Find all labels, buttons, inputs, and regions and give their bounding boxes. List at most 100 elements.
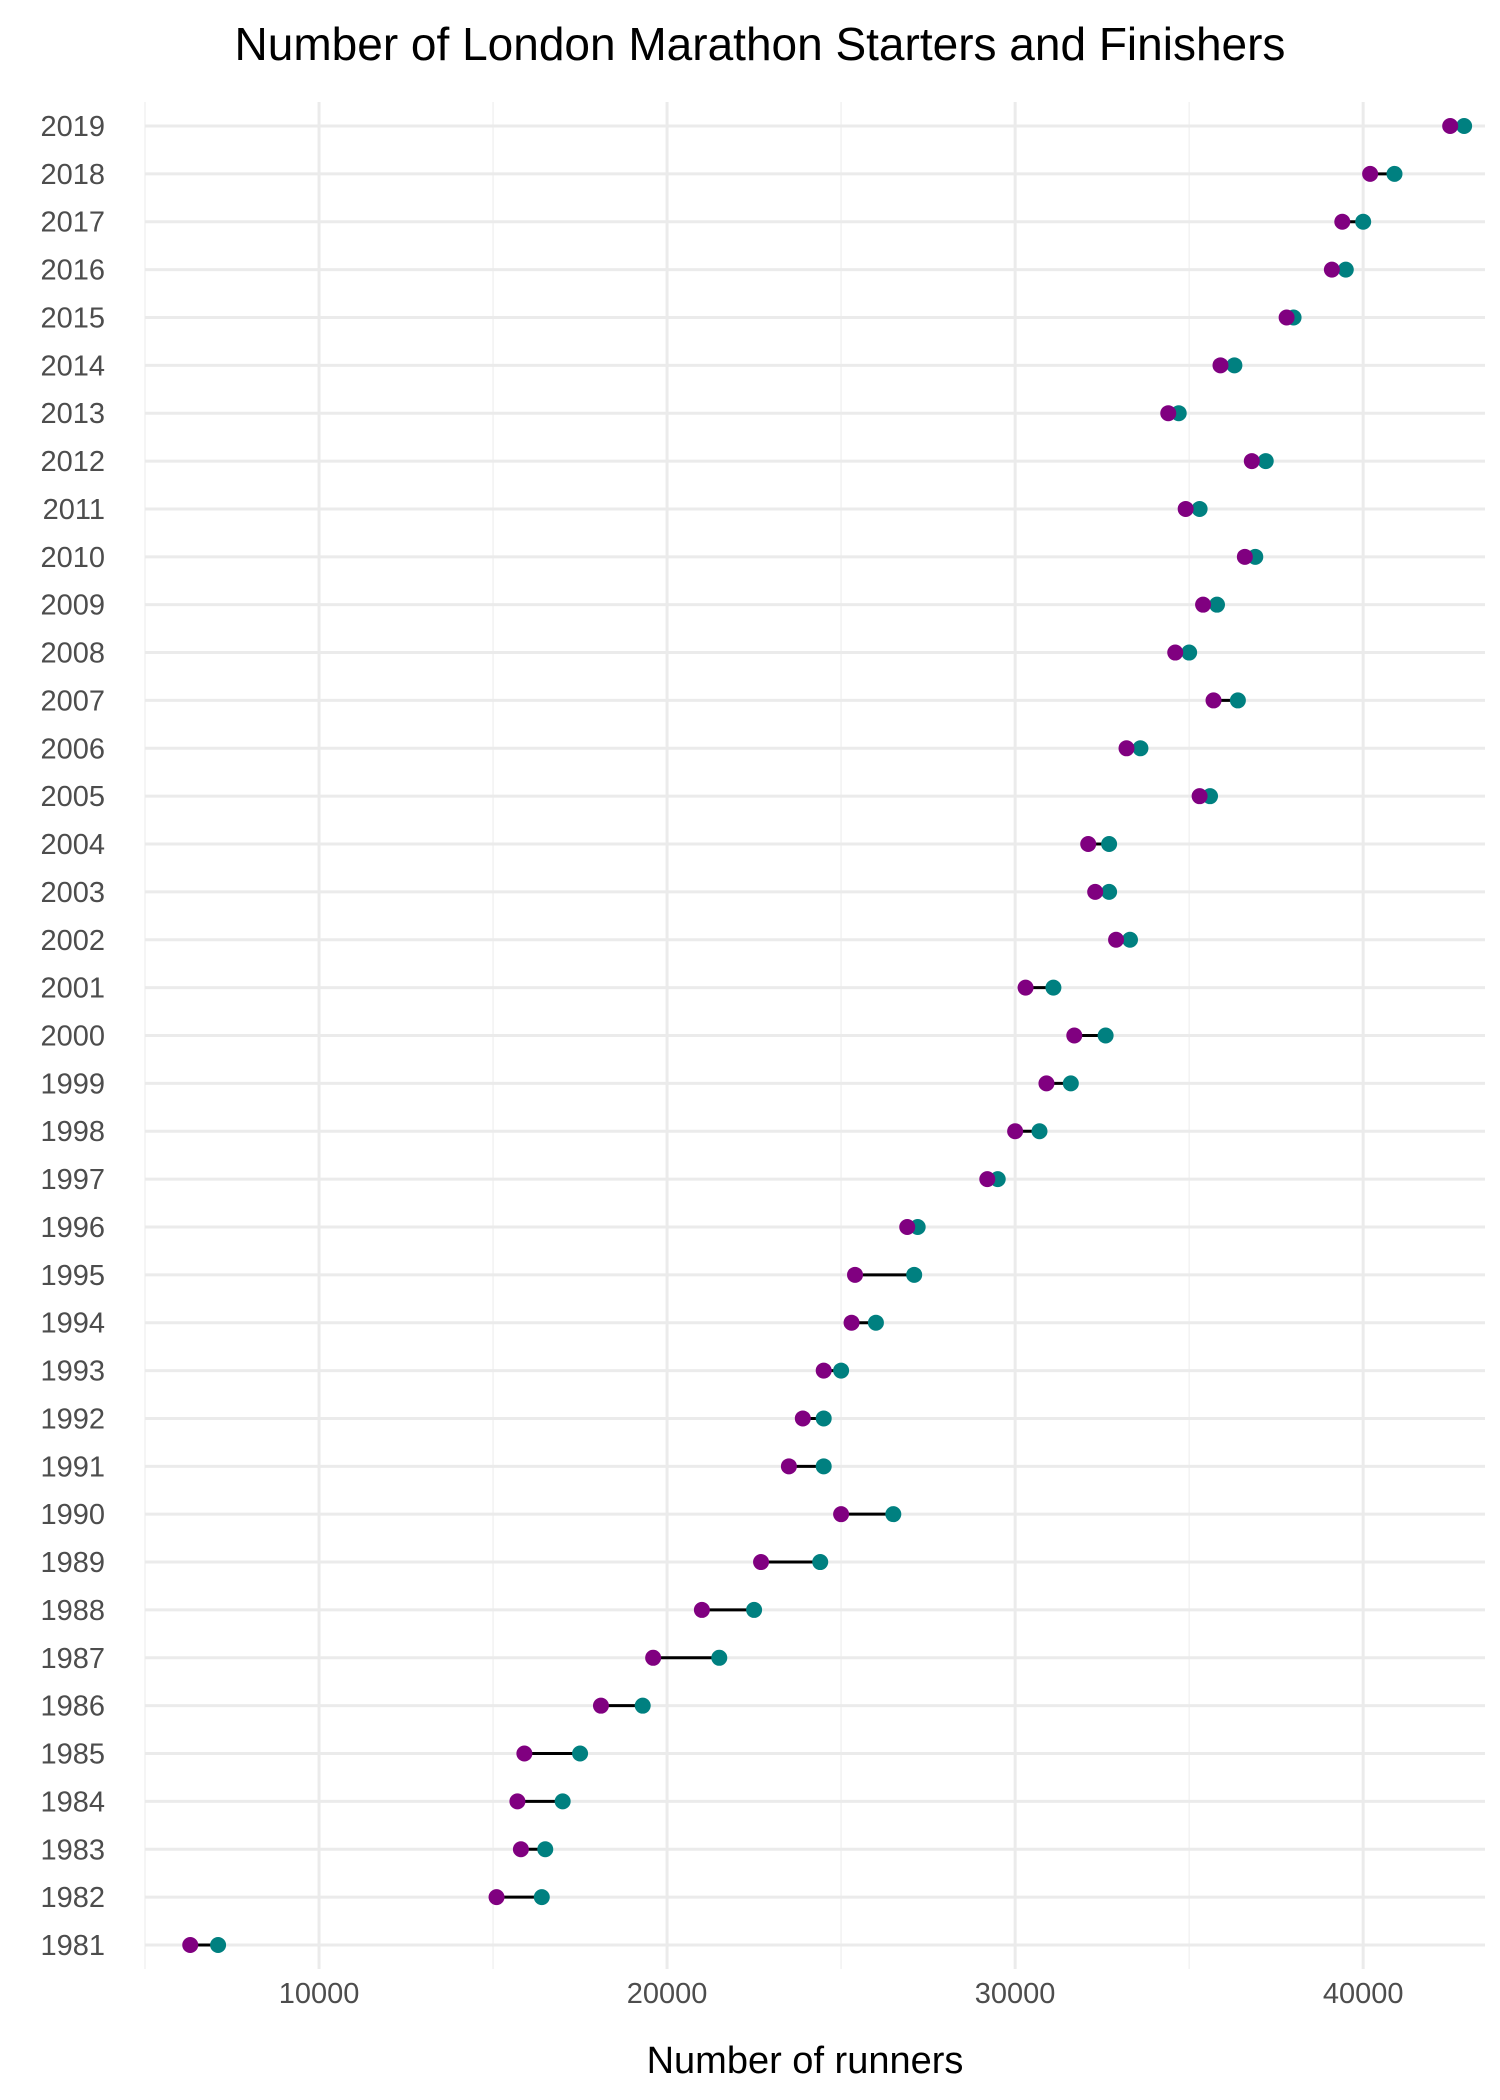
point-finishers xyxy=(592,1697,609,1714)
point-finishers xyxy=(1195,596,1212,613)
point-starters xyxy=(1181,644,1198,661)
y-tick-label: 2013 xyxy=(40,398,105,430)
point-finishers xyxy=(693,1601,710,1618)
point-finishers xyxy=(1066,1027,1083,1044)
point-starters xyxy=(1337,261,1354,278)
y-tick-label: 1981 xyxy=(40,1930,105,1962)
y-tick-label: 1996 xyxy=(40,1212,105,1244)
point-starters xyxy=(812,1554,829,1571)
point-finishers xyxy=(815,1362,832,1379)
y-tick-label: 1993 xyxy=(40,1356,105,1388)
point-finishers xyxy=(1205,692,1222,709)
point-finishers xyxy=(1017,979,1034,996)
point-starters xyxy=(1132,740,1149,757)
y-tick-label: 2017 xyxy=(40,207,105,239)
y-tick-label: 2010 xyxy=(40,542,105,574)
point-finishers xyxy=(1177,500,1194,517)
point-finishers xyxy=(1278,309,1295,326)
y-tick-label: 1984 xyxy=(40,1786,105,1818)
y-tick-label: 1997 xyxy=(40,1164,105,1196)
point-starters xyxy=(1456,118,1473,134)
x-axis-label: Number of runners xyxy=(647,2040,964,2082)
chart-title: Number of London Marathon Starters and F… xyxy=(235,18,1286,70)
point-finishers xyxy=(899,1218,916,1235)
y-axis-ticks: 1981 1982 1983 1984 1985 1986 1987 1988 1989 1990… xyxy=(40,111,105,1962)
point-starters xyxy=(815,1410,832,1427)
y-tick-label: 1999 xyxy=(40,1068,105,1100)
x-axis-ticks: 10000 20000 30000 40000 xyxy=(279,1978,1404,2010)
y-tick-label: 2004 xyxy=(40,829,105,861)
point-starters xyxy=(1101,883,1118,900)
point-starters xyxy=(1121,931,1138,948)
y-tick-label: 2015 xyxy=(40,302,105,334)
y-tick-label: 2019 xyxy=(40,111,105,143)
y-tick-label: 2016 xyxy=(40,255,105,287)
point-finishers xyxy=(753,1554,770,1571)
point-finishers xyxy=(1334,213,1351,230)
y-tick-label: 1987 xyxy=(40,1643,105,1675)
point-finishers xyxy=(1160,405,1177,422)
point-finishers xyxy=(843,1314,860,1331)
y-tick-label: 2012 xyxy=(40,446,105,478)
point-finishers xyxy=(794,1410,811,1427)
y-tick-label: 2008 xyxy=(40,638,105,670)
x-tick-label: 30000 xyxy=(975,1978,1056,2010)
y-tick-label: 2018 xyxy=(40,159,105,191)
y-tick-label: 1989 xyxy=(40,1547,105,1579)
y-tick-label: 2014 xyxy=(40,350,105,382)
point-starters xyxy=(210,1937,227,1953)
point-finishers xyxy=(1243,453,1260,470)
point-starters xyxy=(1209,596,1225,613)
point-starters xyxy=(1191,500,1208,517)
points xyxy=(182,118,1473,1953)
point-starters xyxy=(554,1793,571,1810)
y-tick-label: 2006 xyxy=(40,733,105,765)
point-starters xyxy=(1226,357,1243,374)
point-finishers xyxy=(979,1171,996,1188)
point-finishers xyxy=(1080,836,1097,853)
point-starters xyxy=(1229,692,1246,709)
y-tick-label: 1986 xyxy=(40,1691,105,1723)
point-finishers xyxy=(645,1649,662,1666)
point-starters xyxy=(746,1601,763,1618)
y-tick-label: 2011 xyxy=(43,494,105,526)
point-starters xyxy=(1101,836,1118,853)
y-tick-label: 2000 xyxy=(40,1021,105,1053)
y-tick-label: 2002 xyxy=(40,925,105,957)
y-tick-label: 1982 xyxy=(40,1882,105,1914)
point-starters xyxy=(634,1697,651,1714)
point-starters xyxy=(1097,1027,1114,1044)
point-finishers xyxy=(1236,548,1253,565)
point-finishers xyxy=(509,1793,526,1810)
y-tick-label: 1992 xyxy=(40,1403,105,1435)
y-tick-label: 1985 xyxy=(40,1739,105,1771)
point-starters xyxy=(1062,1075,1079,1092)
point-finishers xyxy=(182,1937,199,1953)
point-starters xyxy=(906,1266,923,1283)
point-finishers xyxy=(833,1506,850,1523)
point-starters xyxy=(572,1745,589,1762)
point-finishers xyxy=(1108,931,1125,948)
point-finishers xyxy=(780,1458,797,1475)
y-tick-label: 1995 xyxy=(40,1260,105,1292)
y-tick-label: 2003 xyxy=(40,877,105,909)
y-tick-label: 1991 xyxy=(40,1451,105,1483)
y-tick-label: 1988 xyxy=(40,1595,105,1627)
point-finishers xyxy=(1323,261,1340,278)
x-tick-label: 40000 xyxy=(1323,1978,1404,2010)
point-finishers xyxy=(1118,740,1135,757)
grid xyxy=(144,102,1485,1969)
point-starters xyxy=(533,1889,550,1906)
y-tick-label: 2007 xyxy=(40,685,105,717)
point-starters xyxy=(1257,453,1274,470)
point-starters xyxy=(885,1506,902,1523)
point-starters xyxy=(537,1841,554,1858)
y-tick-label: 2005 xyxy=(40,781,105,813)
point-finishers xyxy=(1087,883,1104,900)
point-starters xyxy=(711,1649,728,1666)
point-starters xyxy=(833,1362,850,1379)
point-starters xyxy=(1045,979,1062,996)
point-finishers xyxy=(1212,357,1229,374)
point-finishers xyxy=(1191,788,1208,805)
y-tick-label: 2001 xyxy=(40,973,105,1005)
